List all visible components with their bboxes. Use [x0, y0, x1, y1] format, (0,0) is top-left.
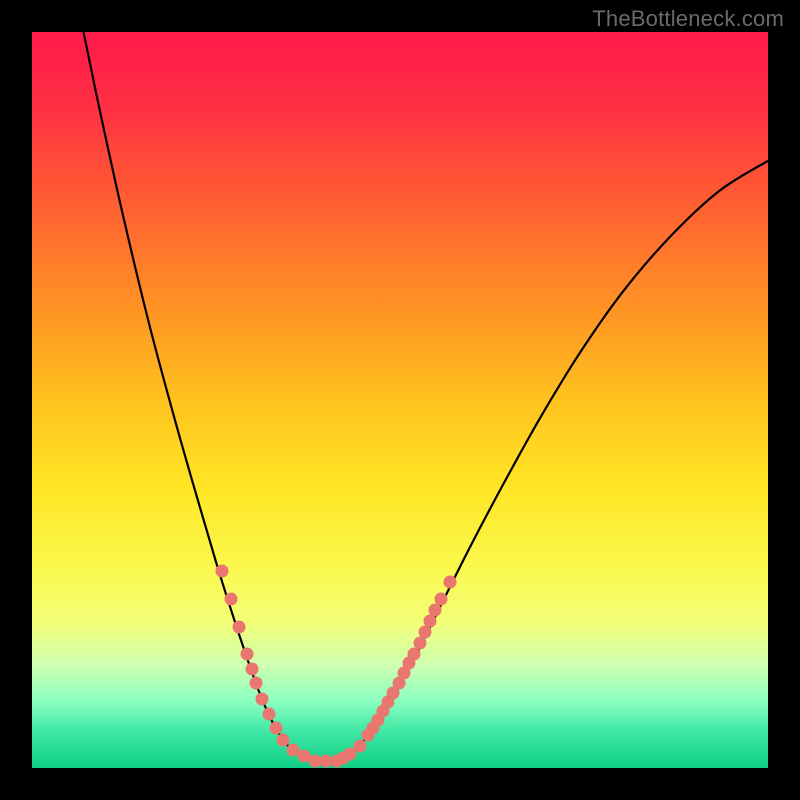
- gpu-marker-layer: [32, 32, 768, 768]
- chart-frame: [32, 32, 768, 768]
- gpu-marker: [246, 663, 259, 676]
- gpu-marker: [435, 592, 448, 605]
- gpu-marker: [224, 592, 237, 605]
- gpu-marker: [276, 734, 289, 747]
- gpu-marker: [250, 677, 263, 690]
- gpu-marker: [240, 647, 253, 660]
- gpu-marker: [444, 575, 457, 588]
- gpu-marker: [215, 565, 228, 578]
- watermark-text: TheBottleneck.com: [592, 6, 784, 32]
- gpu-marker: [262, 708, 275, 721]
- gpu-marker: [256, 692, 269, 705]
- gpu-marker: [353, 739, 366, 752]
- gpu-marker: [232, 620, 245, 633]
